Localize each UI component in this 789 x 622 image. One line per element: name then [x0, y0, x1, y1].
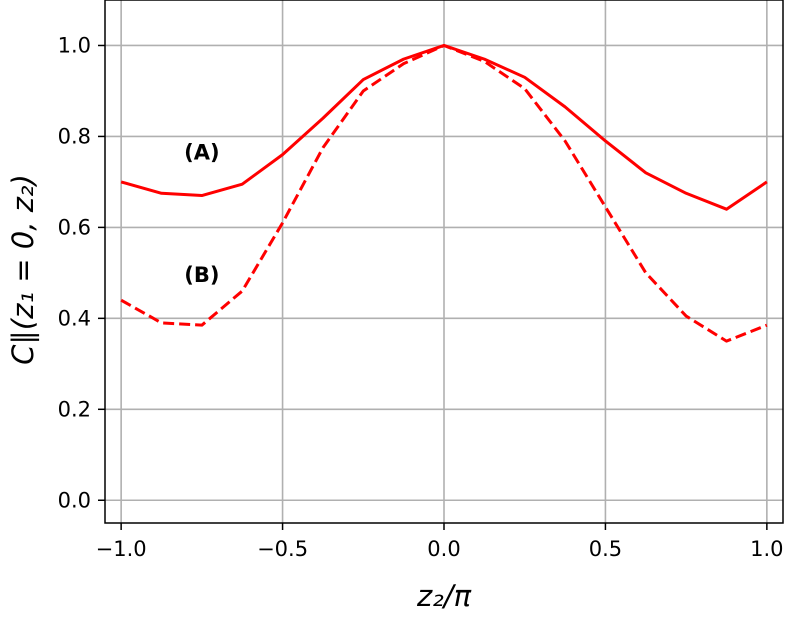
y-tick-label: 0.4 — [58, 306, 91, 330]
y-tick-label: 0.0 — [58, 488, 91, 512]
annotation-label-a: (A) — [184, 140, 219, 164]
x-tick-label: −0.5 — [257, 537, 308, 561]
series-layer — [120, 43, 768, 343]
x-tick-label: 1.0 — [750, 537, 783, 561]
y-tick-label: 1.0 — [58, 33, 91, 57]
y-tick-label: 0.2 — [58, 397, 91, 421]
tick-layer: −1.0 −0.5 0.0 0.5 1.0 0.0 0.2 0.4 0.6 0.8 1.0 — [58, 33, 784, 561]
y-axis-label: C∥(z₁ = 0, z₂) — [6, 174, 40, 365]
series-line-b — [120, 43, 768, 343]
annotation-label-b: (B) — [184, 263, 219, 287]
y-tick-label: 0.6 — [58, 215, 91, 239]
x-tick-label: 0.0 — [427, 537, 460, 561]
y-tick-label: 0.8 — [58, 124, 91, 148]
x-tick-label: −1.0 — [96, 537, 147, 561]
x-axis-label: z₂/π — [416, 579, 472, 613]
x-tick-label: 0.5 — [589, 537, 622, 561]
annotation-layer: (A) (B) — [184, 140, 219, 287]
grid-layer — [105, 0, 783, 523]
